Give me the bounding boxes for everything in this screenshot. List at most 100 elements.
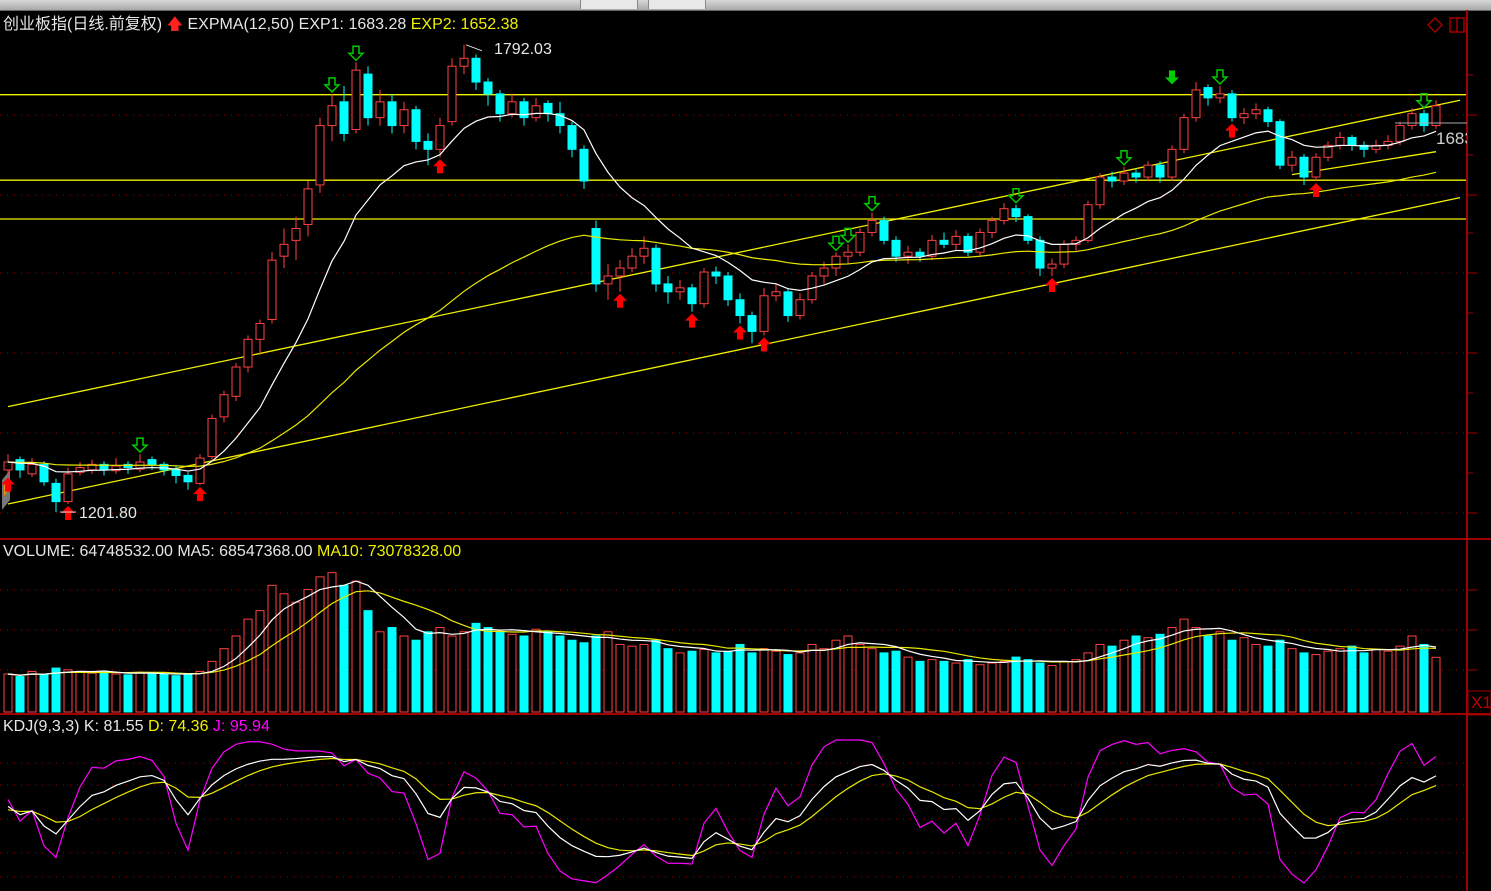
volume-bar-up bbox=[615, 643, 625, 713]
volume-bar-up bbox=[399, 635, 409, 713]
volume-bar-up bbox=[1059, 660, 1069, 713]
volume-bar-up bbox=[195, 670, 205, 713]
volume-bar-up bbox=[675, 652, 685, 713]
volume-bar-down bbox=[147, 672, 157, 713]
candle-down bbox=[1347, 136, 1357, 146]
volume-bar-up bbox=[219, 648, 229, 713]
volume-bar-down bbox=[1347, 645, 1357, 713]
sell-arrow-icon bbox=[863, 195, 881, 212]
candle-up bbox=[111, 465, 121, 472]
scale-badge[interactable]: X1 bbox=[1471, 693, 1491, 712]
candle-up bbox=[1323, 144, 1333, 158]
volume-bar-up bbox=[975, 664, 985, 713]
volume-bar-down bbox=[363, 610, 373, 713]
volume-bar-down bbox=[15, 676, 25, 713]
volume-bar-down bbox=[783, 654, 793, 713]
candle-up bbox=[987, 220, 997, 233]
buy-arrow-icon bbox=[1225, 123, 1239, 138]
volume-bar-down bbox=[159, 673, 169, 713]
candle-down bbox=[555, 113, 565, 127]
candle-down bbox=[567, 125, 577, 150]
volume-bar-down bbox=[735, 643, 745, 713]
sell-arrow-icon bbox=[1115, 149, 1133, 166]
volume-ma5-line bbox=[7, 580, 1437, 676]
volume-bar-up bbox=[867, 648, 877, 713]
candle-up bbox=[759, 295, 769, 332]
ma10-value: MA10: 73078328.00 bbox=[317, 543, 462, 560]
buy-arrow-icon bbox=[193, 486, 207, 501]
volume-bar-down bbox=[963, 659, 973, 713]
volume-bar-up bbox=[951, 662, 961, 713]
candle-up bbox=[843, 251, 853, 257]
volume-bar-down bbox=[915, 660, 925, 713]
candle-up bbox=[531, 105, 541, 119]
volume-bar-up bbox=[1239, 637, 1249, 713]
volume-bar-up bbox=[267, 584, 277, 713]
volume-bar-up bbox=[1215, 631, 1225, 713]
candle-up bbox=[351, 69, 361, 131]
candle-down bbox=[1299, 156, 1309, 178]
candle-down bbox=[363, 73, 373, 119]
volume-bar-up bbox=[207, 660, 217, 713]
volume-bar-down bbox=[483, 627, 493, 713]
volume-bar-up bbox=[1143, 637, 1153, 713]
volume-bar-up bbox=[699, 649, 709, 713]
candle-down bbox=[495, 93, 505, 115]
candle-down bbox=[1155, 164, 1165, 178]
candle-down bbox=[1419, 113, 1429, 127]
kdj-j-line bbox=[7, 739, 1437, 884]
volume-bar-down bbox=[687, 650, 697, 713]
kdj-panel-header: KDJ(9,3,3) K: 81.55 D: 74.36 J: 95.94 bbox=[3, 718, 270, 736]
volume-bar-up bbox=[111, 673, 121, 713]
toolbar-tab[interactable] bbox=[648, 0, 706, 9]
volume-bar-up bbox=[1287, 648, 1297, 713]
candle-up bbox=[675, 287, 685, 293]
candle-up bbox=[375, 101, 385, 119]
up-arrow-icon: 🡅 bbox=[166, 16, 184, 33]
buy-arrow-icon bbox=[61, 505, 75, 520]
candle-up bbox=[867, 220, 877, 233]
last-price-label: 1683 bbox=[1436, 129, 1467, 148]
candle-up bbox=[831, 255, 841, 269]
candle-down bbox=[939, 239, 949, 245]
volume-bar-down bbox=[339, 584, 349, 713]
exp1-line bbox=[7, 112, 1437, 473]
trend-line bbox=[7, 196, 1461, 505]
sell-arrow-icon bbox=[131, 437, 149, 454]
volume-bar-down bbox=[471, 622, 481, 713]
candle-up bbox=[315, 125, 325, 186]
diamond-icon[interactable] bbox=[1426, 16, 1444, 34]
volume-panel-header: VOLUME: 64748532.00 MA5: 68547368.00 MA1… bbox=[3, 543, 461, 561]
candle-down bbox=[735, 299, 745, 317]
candle-up bbox=[399, 109, 409, 127]
j-value: J: 95.94 bbox=[212, 718, 270, 735]
candle-up bbox=[255, 322, 265, 340]
candle-up bbox=[1407, 113, 1417, 127]
candle-up bbox=[699, 271, 709, 305]
volume-bar-down bbox=[663, 648, 673, 713]
toolbar-tab[interactable] bbox=[580, 0, 638, 9]
candle-down bbox=[879, 220, 889, 241]
volume-bar-up bbox=[1095, 643, 1105, 713]
exp1-value: EXP1: 1683.28 bbox=[298, 16, 407, 33]
volume-bar-up bbox=[315, 576, 325, 713]
volume-bar-up bbox=[1407, 635, 1417, 713]
volume-bar-down bbox=[183, 674, 193, 713]
candle-down bbox=[1107, 176, 1117, 182]
candle-up bbox=[1215, 93, 1225, 99]
candle-up bbox=[291, 227, 301, 241]
volume-bar-down bbox=[171, 675, 181, 713]
volume-bar-down bbox=[879, 652, 889, 713]
volume-bar-up bbox=[303, 589, 313, 713]
candle-up bbox=[603, 275, 613, 285]
main-panel-header: 创业板指(日线.前复权) 🡅 EXPMA(12,50) EXP1: 1683.2… bbox=[3, 16, 518, 34]
candle-up bbox=[1335, 136, 1345, 146]
volume-bar-down bbox=[591, 635, 601, 713]
index-title: 创业板指(日线.前复权) bbox=[3, 16, 163, 33]
volume-bar-up bbox=[291, 601, 301, 713]
candle-up bbox=[1083, 204, 1093, 241]
candle-up bbox=[435, 125, 445, 150]
candle-up bbox=[219, 394, 229, 418]
candle-down bbox=[711, 271, 721, 277]
